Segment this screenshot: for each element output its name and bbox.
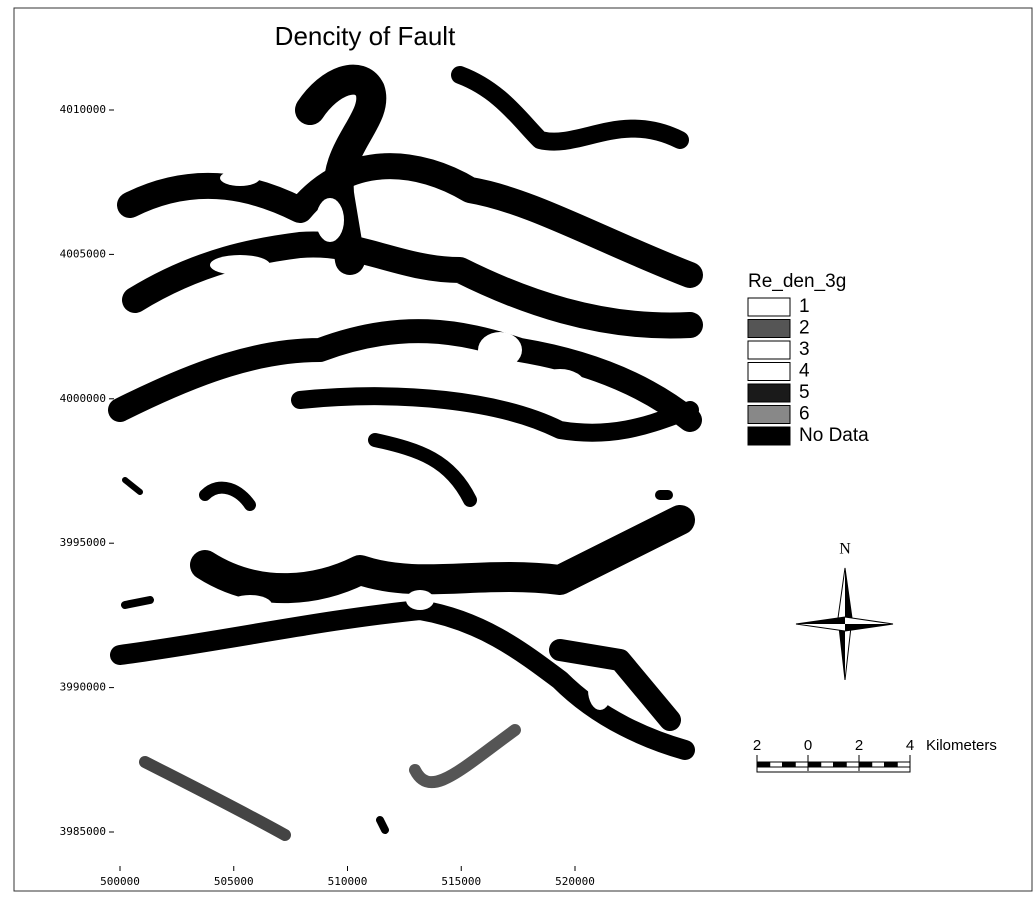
x-tick-label: 500000 (100, 875, 140, 888)
frame (14, 8, 1032, 891)
scale-segment (834, 762, 847, 767)
legend-label: 4 (799, 361, 810, 382)
x-tick-label: 510000 (328, 875, 368, 888)
x-tick-label: 520000 (555, 875, 595, 888)
legend-swatch (748, 427, 790, 445)
legend-swatch (748, 298, 790, 316)
scale-segment (808, 762, 821, 767)
legend-swatch (748, 406, 790, 424)
map-title: Dencity of Fault (275, 21, 456, 51)
scale-segment (783, 762, 796, 767)
scale-label: 2 (753, 737, 761, 754)
y-tick-label: 4000000 (60, 392, 106, 405)
y-tick-label: 3985000 (60, 825, 106, 838)
north-label: N (839, 541, 851, 558)
scale-segment (846, 762, 859, 767)
legend-label: 2 (799, 318, 810, 339)
scale-segment (795, 762, 808, 767)
scale-label: 0 (804, 737, 812, 754)
legend-label: 3 (799, 339, 810, 360)
legend-label: 6 (799, 404, 810, 425)
y-tick-label: 3990000 (60, 681, 106, 694)
legend-swatch (748, 320, 790, 338)
legend-swatch (748, 384, 790, 402)
legend-swatch (748, 341, 790, 359)
legend-label: 1 (799, 296, 810, 317)
legend-title: Re_den_3g (748, 271, 846, 292)
scale-segment (821, 762, 834, 767)
scale-segment (859, 762, 872, 767)
legend-label: No Data (799, 425, 869, 446)
scale-segment (757, 762, 770, 767)
scale-segment (885, 762, 898, 767)
scale-segment (897, 762, 910, 767)
y-tick-label: 4005000 (60, 247, 106, 260)
scale-unit: Kilometers (926, 737, 997, 754)
x-tick-label: 505000 (214, 875, 254, 888)
scale-segment (872, 762, 885, 767)
scale-label: 2 (855, 737, 863, 754)
scale-label: 4 (906, 737, 914, 754)
x-tick-label: 515000 (441, 875, 481, 888)
y-tick-label: 3995000 (60, 536, 106, 549)
scale-segment (770, 762, 783, 767)
y-tick-label: 4010000 (60, 103, 106, 116)
legend-swatch (748, 363, 790, 381)
map: Dencity of Fault Re_den_3g 123456No Data… (0, 0, 1036, 895)
legend-label: 5 (799, 382, 810, 403)
